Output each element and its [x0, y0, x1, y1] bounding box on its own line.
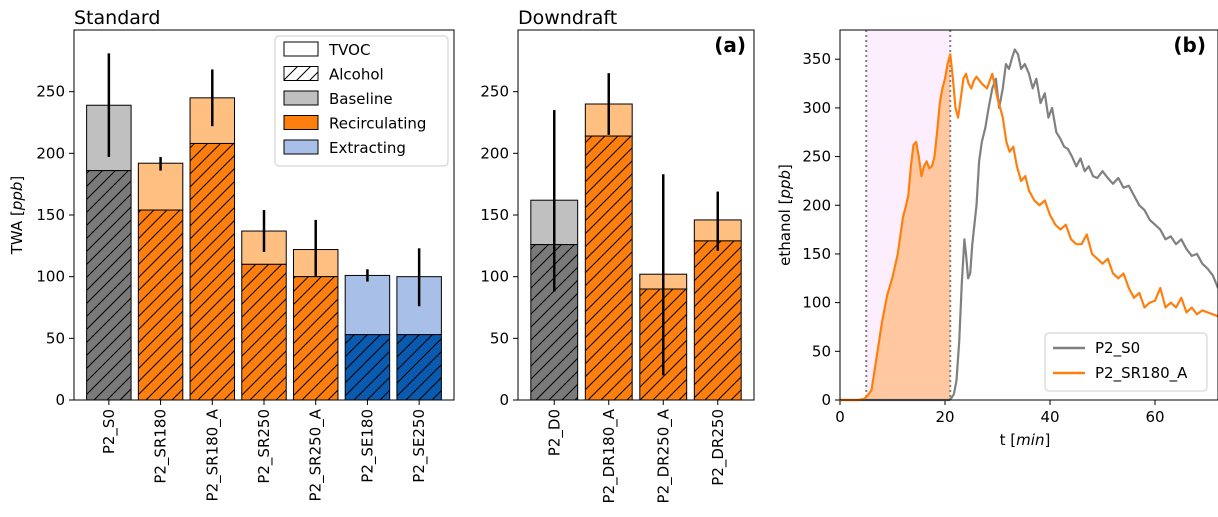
- downdraft-bars: [530, 73, 742, 401]
- panel-downdraft: Downdraft (a) 0 50 100 150 200 250 P2_D0 P2_DR…: [480, 7, 755, 503]
- downdraft-title: Downdraft: [518, 7, 617, 29]
- legend-swatch-baseline: [283, 90, 319, 106]
- x-tick-label-p2-dr180-a: P2_DR180_A: [600, 408, 619, 503]
- standard-plot-frame: [73, 29, 455, 401]
- bar-hatch-p2-s0: [86, 170, 132, 400]
- downdraft-y-axis: 0 50 100 150 200 250: [480, 83, 518, 409]
- legend-label-baseline: Baseline: [329, 90, 393, 108]
- downdraft-plot-frame: [517, 29, 755, 401]
- y-tick-label: 250: [36, 83, 65, 101]
- legend-swatch-extracting: [283, 139, 319, 155]
- bar-hatch-p2-sr180: [138, 210, 183, 400]
- y-tick-label: 50: [812, 342, 831, 360]
- x-tick-label-p2-sr180-a: P2_SR180_A: [203, 408, 222, 501]
- legend-label-recirculating: Recirculating: [329, 115, 426, 133]
- y-tick-label: 200: [802, 196, 831, 214]
- standard-bars: [86, 53, 442, 401]
- y-tick-label: 50: [46, 329, 65, 347]
- legend-swatch-recirculating: [283, 115, 319, 130]
- x-tick-label: 60: [1145, 408, 1164, 426]
- y-tick-label: 250: [480, 83, 509, 101]
- timeseries-y-axis: 0 50 100 150 200 250 300 350: [802, 50, 840, 409]
- bar-hatch-p2-dr180-a: [585, 136, 633, 401]
- y-tick-label: 200: [480, 144, 509, 162]
- downdraft-panel-label: (a): [714, 33, 746, 57]
- x-tick-label-p2-sr250-a: P2_SR250_A: [307, 408, 326, 501]
- timeseries-plot-frame: [839, 29, 1218, 401]
- x-tick-label-p2-s0: P2_S0: [100, 409, 119, 454]
- y-tick-label: 150: [36, 206, 65, 224]
- legend-label-p2-sr180-a: P2_SR180_A: [1095, 364, 1188, 383]
- bar-hatch-p2-dr250: [694, 240, 742, 400]
- legend-label-p2-s0: P2_S0: [1095, 339, 1140, 358]
- y-tick-label: 0: [55, 391, 65, 409]
- timeseries-x-axis: 0 20 40 60: [835, 400, 1165, 426]
- legend-swatch-tvoc: [283, 41, 319, 57]
- x-tick-label: 40: [1040, 408, 1059, 426]
- x-tick-label: 0: [835, 408, 845, 426]
- x-tick-label-p2-se180: P2_SE180: [358, 409, 377, 483]
- x-tick-label-p2-dr250: P2_DR250: [709, 409, 728, 486]
- y-tick-label: 150: [802, 245, 831, 263]
- y-tick-label: 0: [821, 391, 831, 409]
- downdraft-x-axis: P2_D0 P2_DR180_A P2_DR250_A P2_DR250: [545, 400, 728, 503]
- y-tick-label: 150: [480, 206, 509, 224]
- legend-label-tvoc: TVOC: [328, 41, 370, 59]
- y-tick-label: 100: [36, 268, 65, 286]
- filled-area-sr180: [866, 54, 951, 401]
- x-tick-label: 20: [935, 408, 954, 426]
- timeseries-x-label: t [min]: [1000, 431, 1051, 449]
- bar-hatch-p2-se250: [396, 334, 442, 400]
- standard-y-label: TWA [ppb]: [8, 176, 26, 256]
- x-tick-label-p2-d0: P2_D0: [545, 409, 564, 456]
- y-tick-label: 300: [802, 99, 831, 117]
- bar-tvoc-p2-se180: [344, 274, 391, 336]
- series-line-p2-s0: [840, 48, 1218, 402]
- timeseries-legend: P2_S0 P2_SR180_A: [1044, 332, 1208, 392]
- timeseries-panel-label: (b): [1173, 33, 1206, 57]
- standard-title: Standard: [74, 7, 160, 29]
- bar-hatch-p2-sr250: [241, 264, 287, 400]
- y-tick-label: 0: [499, 391, 509, 409]
- bar-hatch-p2-sr250-a: [293, 276, 338, 400]
- y-tick-label: 200: [36, 144, 65, 162]
- bar-hatch-p2-sr180-a: [190, 143, 235, 400]
- y-tick-label: 100: [480, 268, 509, 286]
- bar-hatch-p2-se180: [345, 334, 390, 400]
- timeseries-legend-frame: [1044, 332, 1208, 392]
- legend-label-alcohol: Alcohol: [329, 66, 384, 84]
- y-tick-label: 350: [802, 50, 831, 68]
- y-tick-label: 100: [802, 294, 831, 312]
- x-tick-label-p2-sr180: P2_SR180: [152, 409, 171, 484]
- legend-label-extracting: Extracting: [329, 139, 406, 157]
- y-tick-label: 50: [490, 329, 509, 347]
- legend-hatch: [284, 66, 318, 81]
- standard-legend: TVOC Alcohol Baseline Recirculating Extracti…: [274, 35, 449, 167]
- x-tick-label-p2-dr250-a: P2_DR250_A: [654, 408, 673, 503]
- x-tick-label-p2-se250: P2_SE250: [410, 409, 429, 483]
- series-line-p2-sr180-a: [840, 53, 1218, 402]
- timeseries-y-label: ethanol [ppb]: [776, 164, 794, 266]
- standard-y-axis: 0 50 100 150 200 250: [36, 83, 74, 409]
- y-tick-label: 250: [802, 148, 831, 166]
- standard-x-axis: P2_S0 P2_SR180 P2_SR180_A P2_SR250 P2_SR250_…: [100, 400, 429, 501]
- panel-timeseries: 0 50 100 150 200 250 300 350 0 20 40 60 (b) ethano…: [776, 29, 1218, 449]
- x-tick-label-p2-sr250: P2_SR250: [255, 409, 274, 484]
